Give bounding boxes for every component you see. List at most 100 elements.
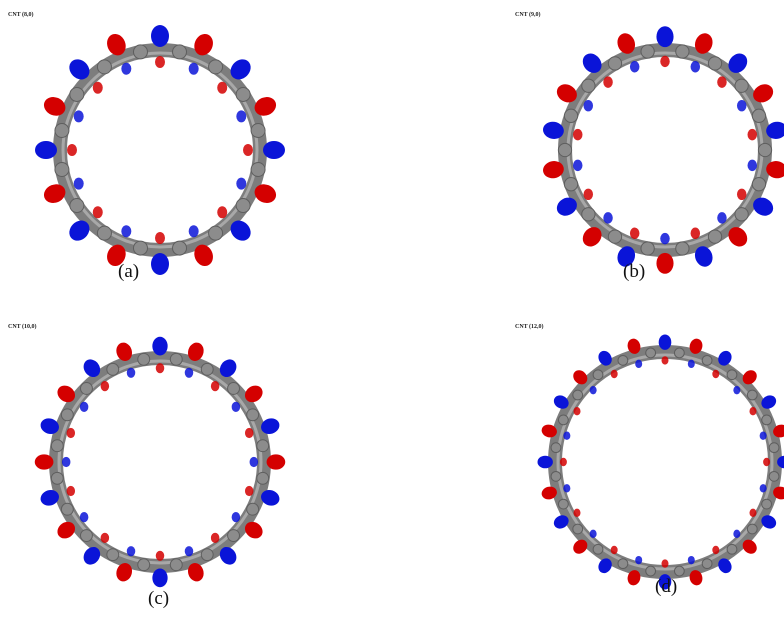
carbon-atom (133, 45, 147, 59)
carbon-atom (618, 559, 628, 569)
carbon-atom (564, 178, 577, 191)
orbital-lobe (35, 454, 54, 469)
carbon-atom (762, 499, 772, 509)
tube-wall (565, 50, 765, 250)
carbon-atom (81, 530, 93, 542)
panel-title: CNT (8,0) (8, 11, 34, 18)
carbon-atom (97, 226, 111, 240)
orbital-lobe (243, 144, 253, 156)
carbon-atom (236, 199, 250, 213)
carbon-atom (752, 109, 765, 122)
carbon-atom (51, 472, 63, 484)
orbital-lobe (267, 454, 286, 469)
carbon-atom (81, 383, 93, 395)
carbon-atom (70, 87, 84, 101)
orbital-lobe (152, 337, 167, 356)
carbon-atom (593, 370, 603, 380)
orbital-lobe (127, 546, 136, 556)
carbon-atom (727, 544, 737, 554)
orbital-lobe (712, 546, 719, 554)
orbital-lobe (538, 456, 553, 469)
orbital-lobe (250, 457, 258, 467)
carbon-atom (201, 549, 213, 561)
orbital-lobe (748, 129, 758, 140)
carbon-atom (702, 559, 712, 569)
carbon-atom (138, 559, 150, 571)
carbon-atom (173, 45, 187, 59)
orbital-lobe (155, 56, 165, 68)
orbital-lobe (688, 360, 695, 368)
carbon-atom (251, 163, 265, 177)
orbital-lobe (635, 360, 642, 368)
orbital-lobe (74, 110, 84, 122)
orbital-lobe (155, 232, 165, 244)
orbital-lobe (563, 432, 570, 440)
tube-wall (555, 352, 775, 572)
orbital-lobe (662, 356, 669, 364)
tube-highlight (63, 53, 257, 247)
figure: CNT (8,0) CNT (9,0) CNT (10,0) CNT (12,0… (0, 0, 784, 635)
orbital-lobe (635, 556, 642, 564)
carbon-atom (257, 440, 269, 452)
tube-highlight (568, 53, 762, 247)
orbital-lobe (573, 160, 583, 171)
carbon-atom (608, 230, 621, 243)
carbon-atom (107, 363, 119, 375)
orbital-lobe (101, 533, 110, 543)
panel-title: CNT (12,0) (515, 323, 544, 330)
carbon-atom (641, 242, 654, 255)
panel-caption: (d) (655, 576, 677, 597)
orbital-lobe (80, 512, 89, 522)
orbital-lobe (656, 26, 673, 47)
orbital-lobe (151, 25, 169, 47)
orbital-lobe (156, 551, 165, 561)
orbital-lobe (189, 225, 199, 237)
carbon-atom (646, 348, 656, 358)
carbon-atom (676, 45, 689, 58)
carbon-atom (201, 363, 213, 375)
carbon-atom (236, 87, 250, 101)
orbital-lobe (121, 225, 131, 237)
orbital-lobe (211, 533, 220, 543)
orbital-lobe (733, 386, 740, 394)
orbital-lobe (748, 160, 758, 171)
panel-caption: (c) (148, 588, 169, 609)
orbital-lobe (67, 428, 76, 438)
orbital-lobe (660, 56, 670, 67)
orbital-lobe (717, 212, 727, 223)
orbital-lobe (630, 228, 640, 239)
orbital-lobe (737, 100, 747, 111)
orbital-lobe (151, 253, 169, 275)
orbital-lobe (232, 512, 241, 522)
orbital-lobe (603, 212, 613, 223)
orbital-lobe (749, 407, 756, 415)
carbon-atom (618, 355, 628, 365)
carbon-atom (558, 499, 568, 509)
carbon-atom (646, 566, 656, 576)
orbital-lobe (101, 381, 110, 391)
carbon-atom (209, 60, 223, 74)
carbon-atom (727, 370, 737, 380)
orbital-lobe (236, 178, 246, 190)
orbital-lobe (603, 76, 613, 87)
orbital-lobe (749, 509, 756, 517)
carbon-atom (676, 242, 689, 255)
orbital-lobe (74, 178, 84, 190)
orbital-lobe (590, 386, 597, 394)
orbital-lobe (67, 486, 76, 496)
orbital-lobe (217, 82, 227, 94)
panel-title: CNT (10,0) (8, 323, 37, 330)
orbital-lobe (611, 370, 618, 378)
orbital-lobe (185, 546, 194, 556)
orbital-lobe (189, 63, 199, 75)
carbon-atom (564, 109, 577, 122)
carbon-atom (708, 230, 721, 243)
orbital-lobe (717, 76, 727, 87)
orbital-lobe (236, 110, 246, 122)
carbon-atom (551, 471, 561, 481)
carbon-atom (735, 79, 748, 92)
orbital-lobe (574, 509, 581, 517)
panel-caption: (a) (118, 261, 139, 282)
orbital-lobe (245, 428, 254, 438)
carbon-atom (551, 443, 561, 453)
